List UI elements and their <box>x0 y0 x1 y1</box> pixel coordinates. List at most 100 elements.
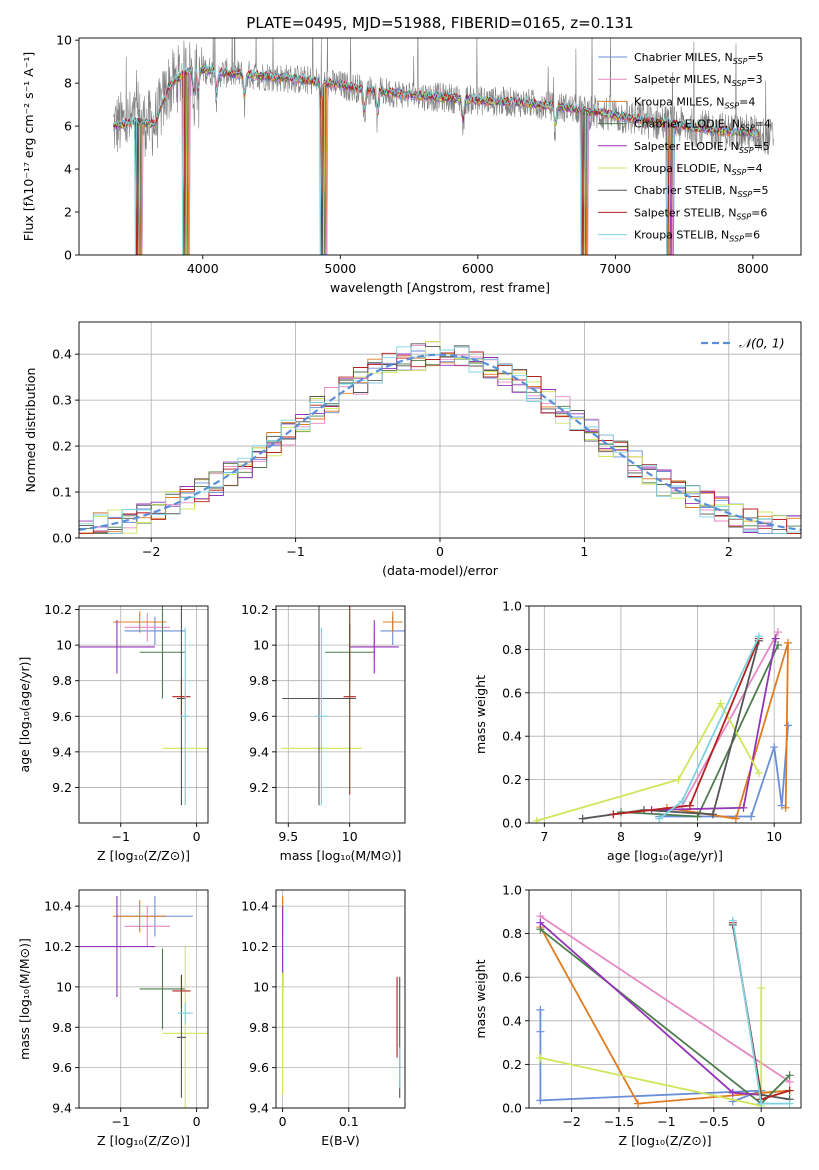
axes-frame <box>78 889 209 1109</box>
errorbar-kroupa_elodie <box>162 946 208 1108</box>
x-tick-label: 7 <box>540 829 548 844</box>
weight-marker <box>754 632 763 641</box>
x-tick-label: −0.5 <box>699 1114 729 1129</box>
panel-weight-vs-age: 7 8 9 10 0.0 0.2 0.4 0.6 0.8 1.0 age [log₁₀(age/yr… <box>473 599 802 863</box>
weight-marker <box>754 769 763 778</box>
y-tick-label: 6 <box>64 119 72 134</box>
errorbar-salpeter_stelib <box>172 974 191 1008</box>
weight-marker <box>728 916 737 925</box>
y-tick-label: 9.8 <box>52 1020 72 1035</box>
plot-area <box>79 896 208 1108</box>
x-tick-label: 10 <box>766 829 782 844</box>
legend-entry: Kroupa STELIB, NSSP=6 <box>634 229 760 244</box>
weight-line-chabrier_stelib <box>582 640 760 820</box>
y-axis-label: Normed distribution <box>23 368 38 493</box>
weight-line-salpeter_elodie <box>539 922 762 1096</box>
weight-marker <box>774 628 783 637</box>
weight-marker <box>783 721 792 730</box>
errorbar-kroupa_stelib <box>177 1003 193 1024</box>
y-tick-label: 9.4 <box>249 744 269 759</box>
x-tick-label: 0 <box>193 1114 201 1129</box>
y-tick-label: 10 <box>253 979 269 994</box>
errorbar-salpeter_elodie <box>79 896 155 997</box>
weight-marker <box>678 797 687 806</box>
axes-frame <box>78 37 802 256</box>
legend-entry: Salpeter ELODIE, NSSP=5 <box>634 140 770 155</box>
y-tick-label: 10.2 <box>44 939 72 954</box>
x-axis-label: Z [log₁₀(Z/Z⊙)] <box>619 1133 712 1148</box>
weight-marker <box>536 1096 545 1105</box>
axes-frame <box>78 321 802 539</box>
x-tick-label: 7000 <box>599 261 631 276</box>
weight-marker <box>785 1071 794 1080</box>
x-tick-label: 10 <box>342 829 358 844</box>
y-tick-label: 0.6 <box>502 685 522 700</box>
x-tick-label: 6000 <box>462 261 494 276</box>
legend-entry: Chabrier ELODIE, NSSP=4 <box>634 118 771 133</box>
legend-entry: Chabrier MILES, NSSP=5 <box>634 51 764 66</box>
errorbar-chabrier_stelib <box>282 606 356 806</box>
weight-marker <box>770 743 779 752</box>
panel-mass-vs-ebv: 0 0.1 9.4 9.6 9.8 10 10.2 10.4 E(B-V) <box>241 889 406 1148</box>
y-tick-label: 9.8 <box>52 673 72 688</box>
weight-marker <box>781 803 790 812</box>
x-axis-label: E(B-V) <box>321 1133 360 1148</box>
y-tick-label: 9.6 <box>249 709 269 724</box>
x-tick-label: −1 <box>112 829 130 844</box>
y-tick-label: 0.6 <box>502 970 522 985</box>
normal-curve <box>79 353 801 531</box>
y-tick-label: 9.6 <box>52 1060 72 1075</box>
y-tick-label: 10 <box>253 638 269 653</box>
weight-marker <box>578 814 587 823</box>
weight-marker <box>536 1027 545 1036</box>
y-tick-label: 10.2 <box>44 602 72 617</box>
weight-marker <box>685 801 694 810</box>
weight-marker <box>783 638 792 647</box>
x-axis-label: wavelength [Angstrom, rest frame] <box>330 280 550 295</box>
legend-entry: Kroupa MILES, NSSP=4 <box>634 95 755 110</box>
weight-marker <box>771 634 780 643</box>
panel-mass-vs-metallicity: −1 0 9.4 9.6 9.8 10 10.2 10.4 Z [log₁₀(Z/Z⊙)] mas… <box>17 889 209 1148</box>
x-tick-label: 0 <box>757 1114 765 1129</box>
weight-marker <box>536 1053 545 1062</box>
y-tick-label: 9.4 <box>52 1101 72 1116</box>
plot-area <box>536 912 794 1108</box>
weight-line-chabrier_elodie <box>620 644 779 818</box>
axes-frame <box>528 889 802 1109</box>
y-tick-label: 9.6 <box>249 1060 269 1075</box>
x-axis-label: age [log₁₀(age/yr)] <box>607 848 723 863</box>
x-tick-label: 5000 <box>324 261 356 276</box>
x-axis-label: Z [log₁₀(Z/Z⊙)] <box>97 848 190 863</box>
weight-marker <box>785 1099 794 1108</box>
plot-area <box>113 38 774 255</box>
weight-marker <box>708 810 717 819</box>
weight-marker <box>777 801 786 810</box>
plot-area <box>79 606 208 806</box>
y-tick-label: 1.0 <box>502 599 522 614</box>
errorbar-salpeter_miles <box>124 906 171 947</box>
axes-frame <box>528 605 802 824</box>
y-tick-label: 4 <box>64 162 72 177</box>
y-tick-label: 0 <box>64 248 72 263</box>
y-tick-label: 0.1 <box>52 485 72 500</box>
weight-marker <box>757 984 766 993</box>
y-tick-label: 0.0 <box>502 1101 522 1116</box>
legend-entry: 𝒩(0, 1) <box>739 336 785 351</box>
panel-spectrum: 4000 5000 6000 7000 8000 0 2 4 6 8 10 wavelength [A… <box>21 33 802 295</box>
x-tick-label: 8 <box>617 829 625 844</box>
axes-frame <box>275 889 406 1109</box>
x-tick-label: −1 <box>286 544 304 559</box>
legend-entry: Salpeter MILES, NSSP=3 <box>634 73 763 88</box>
y-tick-label: 0.2 <box>52 439 72 454</box>
y-tick-label: 8 <box>64 76 72 91</box>
y-tick-label: 0.2 <box>502 772 522 787</box>
weight-marker <box>655 814 664 823</box>
y-tick-label: 0.0 <box>52 531 72 546</box>
weight-marker <box>633 1099 642 1108</box>
weight-marker <box>536 918 545 927</box>
weight-marker <box>609 810 618 819</box>
errorbar-salpeter_elodie <box>79 620 155 674</box>
axes-frame <box>275 605 406 824</box>
x-axis-label: mass [log₁₀(M/M⊙)] <box>280 848 402 863</box>
errorbar-kroupa_miles <box>113 900 167 933</box>
